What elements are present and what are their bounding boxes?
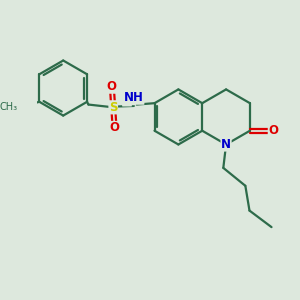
Text: H: H — [123, 96, 131, 106]
Text: N: N — [221, 138, 231, 151]
Text: O: O — [107, 80, 117, 93]
Text: O: O — [110, 122, 120, 134]
Text: H: H — [127, 95, 136, 105]
Text: CH₃: CH₃ — [0, 102, 17, 112]
Text: O: O — [268, 124, 278, 137]
Text: S: S — [109, 101, 118, 114]
Text: NH: NH — [124, 91, 144, 104]
